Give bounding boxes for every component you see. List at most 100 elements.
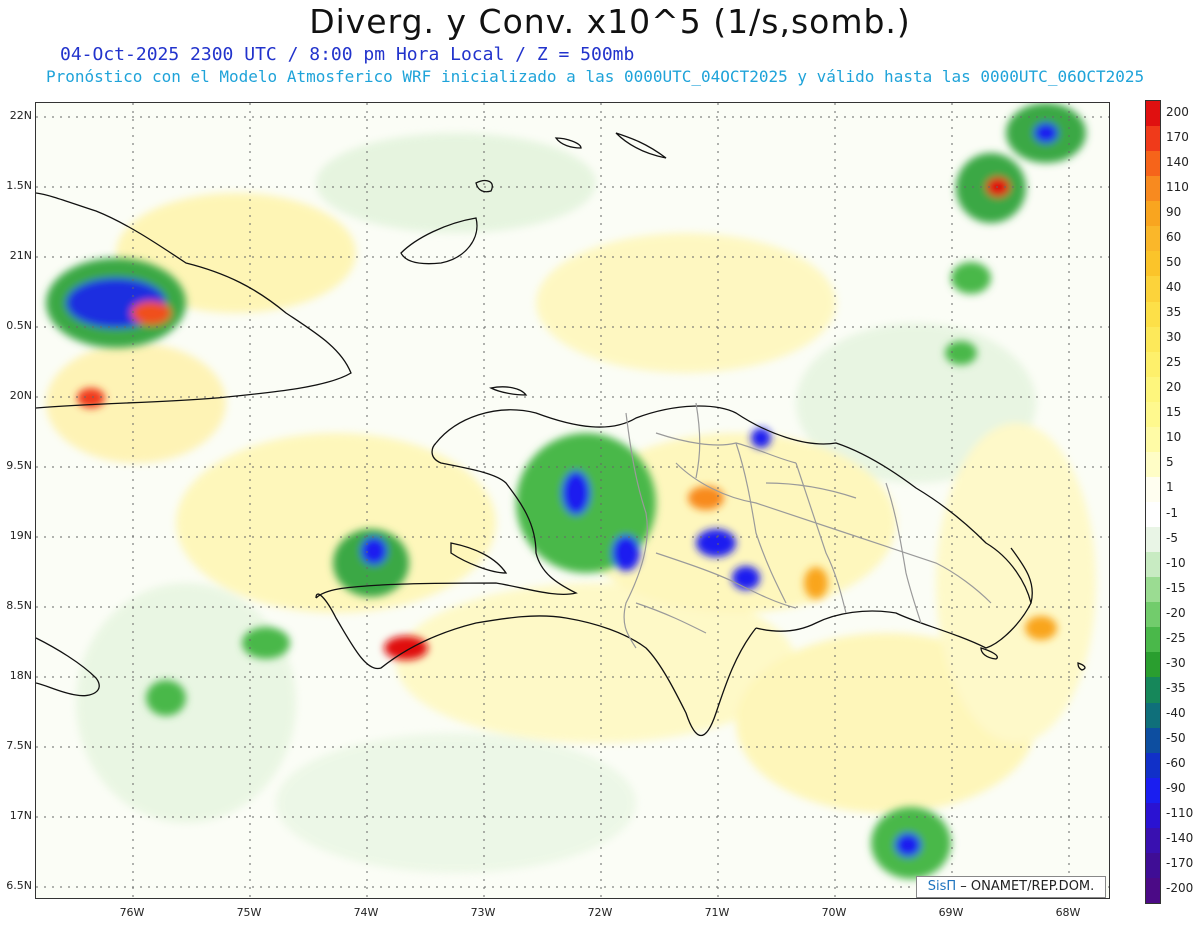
- colorbar-label: -30: [1166, 655, 1186, 670]
- lat-label: 9.5N: [6, 459, 32, 472]
- colorbar-cell: [1146, 652, 1160, 678]
- colorbar-label: -90: [1166, 781, 1186, 796]
- colorbar-label: -200: [1166, 881, 1194, 896]
- colorbar-cell: [1146, 176, 1160, 202]
- colorbar-cell: [1146, 101, 1160, 127]
- colorbar-label: 20: [1166, 380, 1182, 395]
- tortuga-island: [489, 386, 528, 396]
- colorbar-label: -110: [1166, 806, 1194, 821]
- colorbar-label: -60: [1166, 756, 1186, 771]
- caicos-bank-2: [554, 137, 582, 149]
- map-title: Diverg. y Conv. x10^5 (1/s,somb.): [309, 2, 911, 41]
- lon-label: 70W: [821, 906, 847, 919]
- colorbar-cell: [1146, 126, 1160, 152]
- colorbar-label: 30: [1166, 330, 1182, 345]
- cuba-coast: [36, 192, 352, 409]
- coastlines: [36, 132, 1086, 736]
- hispaniola-north-coast: [435, 405, 1032, 649]
- colorbar-cell: [1146, 351, 1160, 377]
- colorbar-label: 60: [1166, 229, 1182, 244]
- lat-label: 21N: [9, 249, 32, 262]
- lon-label: 71W: [704, 906, 730, 919]
- colorbar-label: -35: [1166, 680, 1186, 695]
- colorbar-label: 15: [1166, 405, 1182, 420]
- lon-label: 75W: [236, 906, 262, 919]
- colorbar-cell: [1146, 677, 1160, 703]
- colorbar-cell: [1146, 552, 1160, 578]
- colorbar-cell: [1146, 502, 1160, 528]
- colorbar-label: 25: [1166, 355, 1182, 370]
- colorbar-label: 170: [1166, 129, 1189, 144]
- lon-label: 74W: [353, 906, 379, 919]
- colorbar-label: -15: [1166, 580, 1186, 595]
- inagua: [475, 180, 493, 193]
- colorbar-cell: [1146, 426, 1160, 452]
- colorbar-label: 1: [1166, 480, 1174, 495]
- mona-island: [1077, 662, 1086, 671]
- haiti-west-coast: [315, 442, 578, 599]
- colorbar-cell: [1146, 777, 1160, 803]
- colorbar-cell: [1146, 827, 1160, 853]
- colorbar-label: 140: [1166, 154, 1189, 169]
- lon-label: 68W: [1055, 906, 1081, 919]
- lat-label: 19N: [9, 529, 32, 542]
- divergence-map: [35, 102, 1110, 899]
- lon-label: 76W: [119, 906, 145, 919]
- hispaniola-east-tip: [1010, 547, 1033, 604]
- colorbar-label: -1: [1166, 505, 1178, 520]
- colorbar-cell: [1146, 401, 1160, 427]
- lat-label: 6.5N: [6, 879, 32, 892]
- colorbar-cell: [1146, 476, 1160, 502]
- province-borders: [623, 402, 992, 649]
- lat-label: 20N: [9, 389, 32, 402]
- colorbar-label: 10: [1166, 430, 1182, 445]
- model-run-subtitle: Pronóstico con el Modelo Atmosferico WRF…: [46, 67, 1145, 86]
- lat-label: 7.5N: [6, 739, 32, 752]
- colorbar-label: -10: [1166, 555, 1186, 570]
- graticule: [36, 103, 1109, 898]
- colorbar-cell: [1146, 226, 1160, 252]
- colorbar-cell: [1146, 251, 1160, 277]
- colorbar: [1145, 100, 1161, 904]
- gonave-island: [450, 542, 508, 574]
- lat-label: 0.5N: [6, 319, 32, 332]
- hispaniola-south-coast: [315, 593, 757, 736]
- colorbar-label: -170: [1166, 856, 1194, 871]
- lon-label: 72W: [587, 906, 613, 919]
- valid-time-subtitle: 04-Oct-2025 2300 UTC / 8:00 pm Hora Loca…: [60, 44, 635, 65]
- lon-label: 73W: [470, 906, 496, 919]
- colorbar-cell: [1146, 802, 1160, 828]
- colorbar-cell: [1146, 602, 1160, 628]
- lat-label: 18N: [9, 669, 32, 682]
- colorbar-label: 90: [1166, 204, 1182, 219]
- colorbar-label: -50: [1166, 731, 1186, 746]
- colorbar-label: 40: [1166, 279, 1182, 294]
- colorbar-cell: [1146, 151, 1160, 177]
- colorbar-cell: [1146, 301, 1160, 327]
- colorbar-cell: [1146, 451, 1160, 477]
- lat-label: 17N: [9, 809, 32, 822]
- colorbar-cell: [1146, 527, 1160, 553]
- credit-brand: SisΠ: [927, 879, 957, 894]
- colorbar-cell: [1146, 376, 1160, 402]
- lat-label: 22N: [9, 109, 32, 122]
- colorbar-label: -40: [1166, 706, 1186, 721]
- turks-caicos: [400, 217, 478, 265]
- credit-box: SisΠ – ONAMET/REP.DOM.: [916, 876, 1106, 898]
- colorbar-cell: [1146, 201, 1160, 227]
- convection-cells: [46, 103, 1086, 879]
- colorbar-label: 110: [1166, 179, 1189, 194]
- colorbar-cell: [1146, 852, 1160, 878]
- lat-label: 1.5N: [6, 179, 32, 192]
- colorbar-cell: [1146, 877, 1160, 903]
- colorbar-label: 200: [1166, 104, 1189, 119]
- colorbar-cell: [1146, 702, 1160, 728]
- lat-label: 8.5N: [6, 599, 32, 612]
- credit-text: – ONAMET/REP.DOM.: [956, 879, 1095, 894]
- saona-island: [980, 647, 998, 660]
- colorbar-label: -140: [1166, 831, 1194, 846]
- colorbar-label: 35: [1166, 305, 1182, 320]
- caicos-bank-1: [615, 132, 667, 159]
- colorbar-label: -25: [1166, 630, 1186, 645]
- colorbar-cell: [1146, 326, 1160, 352]
